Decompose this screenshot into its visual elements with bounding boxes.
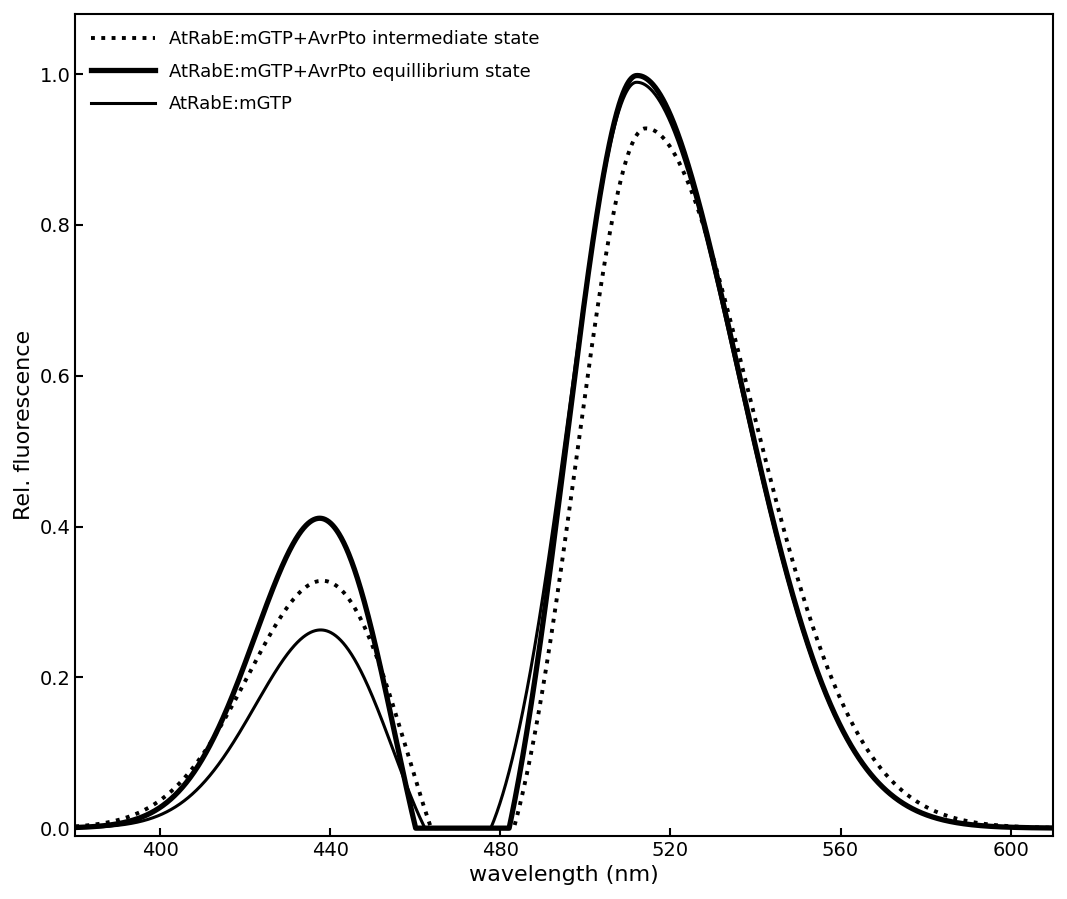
AtRabE:mGTP+AvrPto intermediate state [1019, 822, 1032, 832]
AtRabE:mGTP+AvrPto intermediate state [1019, 822, 1032, 832]
AtRabE:mGTP+AvrPto intermediate state [519, 776, 531, 787]
AtRabE:mGTP+AvrPto equillibrium state [545, 556, 558, 567]
AtRabE:mGTP+AvrPto equillibrium state [1019, 823, 1032, 833]
AtRabE:mGTP+AvrPto equillibrium state [840, 732, 853, 743]
AtRabE:mGTP+AvrPto equillibrium state [519, 736, 531, 747]
AtRabE:mGTP+AvrPto intermediate state [425, 823, 437, 833]
AtRabE:mGTP [519, 693, 531, 704]
AtRabE:mGTP+AvrPto equillibrium state [118, 817, 131, 828]
Line: AtRabE:mGTP+AvrPto intermediate state: AtRabE:mGTP+AvrPto intermediate state [75, 129, 1053, 828]
AtRabE:mGTP [840, 733, 853, 743]
AtRabE:mGTP+AvrPto equillibrium state [410, 823, 423, 833]
AtRabE:mGTP+AvrPto intermediate state [68, 821, 81, 832]
Y-axis label: Rel. fluorescence: Rel. fluorescence [14, 330, 34, 520]
AtRabE:mGTP [1019, 823, 1032, 833]
AtRabE:mGTP+AvrPto intermediate state [545, 630, 558, 641]
AtRabE:mGTP [545, 535, 558, 546]
AtRabE:mGTP [118, 819, 131, 830]
Line: AtRabE:mGTP: AtRabE:mGTP [75, 83, 1053, 828]
AtRabE:mGTP+AvrPto intermediate state [840, 706, 853, 717]
Legend: AtRabE:mGTP+AvrPto intermediate state, AtRabE:mGTP+AvrPto equillibrium state, At: AtRabE:mGTP+AvrPto intermediate state, A… [84, 22, 546, 120]
AtRabE:mGTP+AvrPto intermediate state [118, 813, 131, 823]
AtRabE:mGTP+AvrPto intermediate state [1047, 823, 1060, 833]
AtRabE:mGTP+AvrPto equillibrium state [1019, 823, 1032, 833]
AtRabE:mGTP [631, 77, 643, 88]
AtRabE:mGTP [419, 823, 432, 833]
AtRabE:mGTP+AvrPto equillibrium state [1047, 823, 1060, 833]
X-axis label: wavelength (nm): wavelength (nm) [469, 865, 659, 886]
Line: AtRabE:mGTP+AvrPto equillibrium state: AtRabE:mGTP+AvrPto equillibrium state [75, 76, 1053, 828]
AtRabE:mGTP [1047, 823, 1060, 833]
AtRabE:mGTP+AvrPto equillibrium state [631, 70, 643, 81]
AtRabE:mGTP+AvrPto equillibrium state [68, 822, 81, 832]
AtRabE:mGTP [1019, 823, 1032, 833]
AtRabE:mGTP+AvrPto intermediate state [640, 123, 653, 134]
AtRabE:mGTP [68, 823, 81, 833]
